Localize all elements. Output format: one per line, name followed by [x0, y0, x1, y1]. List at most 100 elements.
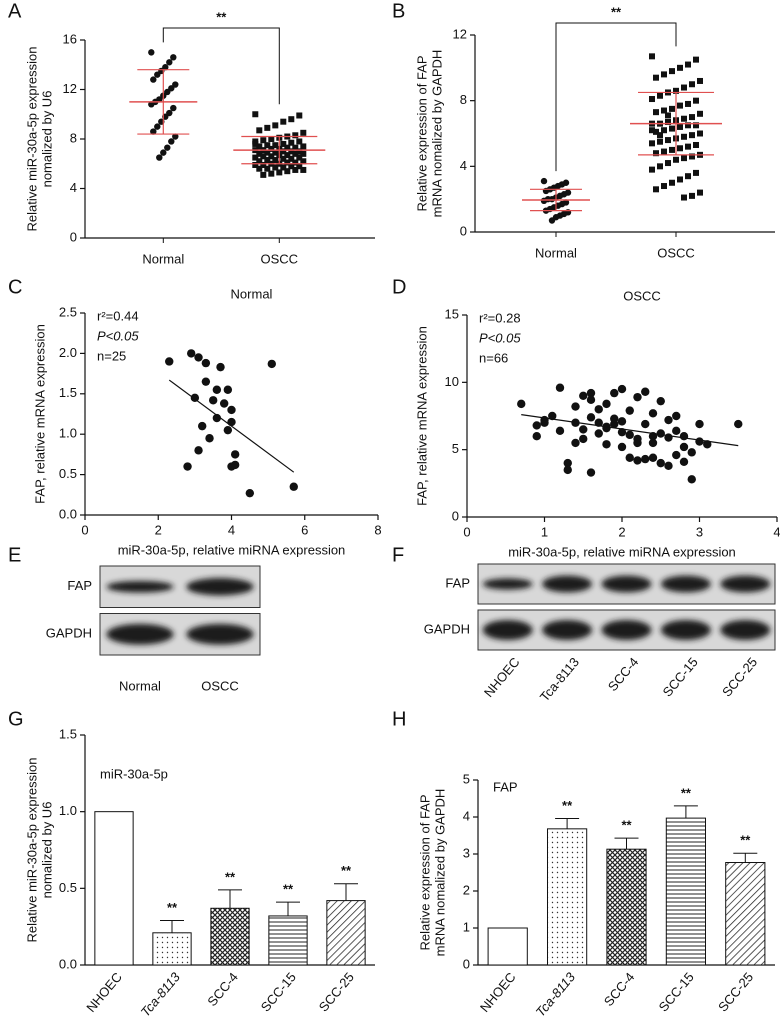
point [300, 150, 307, 157]
point [272, 149, 279, 156]
lane-label: Tca-8113 [537, 654, 582, 704]
y-tick-label: 8 [460, 92, 467, 107]
point [272, 142, 279, 149]
point [268, 136, 275, 142]
point [649, 166, 655, 173]
blot-band [601, 575, 652, 593]
point [677, 102, 683, 109]
point [649, 140, 655, 147]
point [230, 460, 240, 470]
y-axis-label: nomalized by U6 [39, 802, 54, 899]
point [681, 155, 687, 162]
point [555, 383, 565, 392]
point [260, 153, 267, 160]
row-label: GAPDH [46, 626, 92, 641]
x-tick-label: 4 [228, 522, 235, 537]
point [288, 155, 295, 162]
point [198, 421, 207, 431]
point [695, 419, 704, 429]
point [677, 123, 683, 130]
point [693, 141, 699, 148]
point [272, 157, 279, 164]
point [268, 153, 275, 160]
y-tick-label: 4 [463, 808, 470, 823]
point [594, 429, 603, 438]
y-tick-label: 4 [70, 180, 77, 195]
point [164, 144, 171, 151]
y-tick-label: 5 [463, 771, 470, 786]
y-tick-label: 1.0 [59, 803, 77, 818]
significance-bracket [555, 22, 677, 172]
y-tick-label: 0.0 [59, 956, 77, 971]
point [563, 458, 572, 468]
x-tick-label: OSCC [657, 245, 695, 260]
point [625, 430, 634, 440]
y-tick-label: 0 [452, 508, 459, 523]
blot-band [720, 575, 771, 593]
point [617, 442, 627, 452]
point [540, 197, 548, 205]
bar [725, 862, 766, 966]
point [170, 104, 177, 112]
y-axis-label: mRNA nomalized by GAPDH [429, 50, 444, 218]
point [563, 465, 572, 475]
point [625, 453, 634, 462]
point [579, 391, 588, 400]
y-tick-label: 2.0 [59, 345, 77, 360]
lane-label: SCC-4 [605, 654, 642, 694]
x-tick-label: SCC-25 [715, 969, 756, 1014]
blot-band [660, 575, 711, 593]
point [689, 114, 695, 121]
bar [94, 811, 134, 966]
point [540, 177, 548, 185]
point [656, 458, 665, 468]
y-tick-label: 0 [70, 229, 77, 244]
y-tick-label: 1.0 [59, 426, 77, 441]
x-tick-label: 0 [81, 522, 88, 537]
point [665, 112, 671, 119]
bar [152, 932, 192, 966]
fit-line [168, 379, 295, 473]
significance: ** [740, 833, 751, 848]
series-label: FAP [493, 779, 518, 794]
y-tick-label: 2 [463, 882, 470, 897]
point [648, 438, 658, 448]
point [154, 71, 161, 78]
y-tick-label: 3 [463, 845, 470, 860]
point [657, 92, 663, 99]
point [649, 127, 655, 134]
y-axis-label: Relative expression of FAP [414, 55, 429, 211]
lane-label: Normal [119, 678, 161, 693]
point [260, 161, 267, 168]
point [260, 137, 267, 144]
point [697, 189, 703, 196]
point [579, 434, 588, 444]
point [669, 68, 675, 75]
point [256, 143, 263, 150]
point [264, 165, 271, 172]
point [625, 406, 634, 415]
y-tick-label: 5 [452, 441, 459, 456]
point [661, 148, 667, 155]
x-tick-label: SCC-4 [204, 969, 241, 1009]
point [633, 392, 642, 402]
x-axis-label: miR-30a-5p, relative miRNA expression [118, 542, 346, 557]
y-axis-label: mRNA nomalized by GAPDH [432, 789, 447, 957]
y-tick-label: 1.5 [59, 385, 77, 400]
point [276, 169, 283, 176]
point [280, 118, 287, 125]
point [687, 475, 696, 484]
lane-label: SCC-25 [719, 654, 760, 699]
point [681, 115, 687, 122]
point [693, 169, 699, 176]
point [579, 425, 588, 434]
x-tick-label: 1 [541, 524, 548, 539]
point [264, 149, 271, 156]
point [661, 71, 667, 78]
blot-band [542, 620, 593, 640]
point [669, 179, 675, 186]
chart-title: OSCC [623, 288, 661, 303]
blot-band [542, 575, 593, 593]
point [665, 160, 671, 167]
point [183, 462, 192, 471]
